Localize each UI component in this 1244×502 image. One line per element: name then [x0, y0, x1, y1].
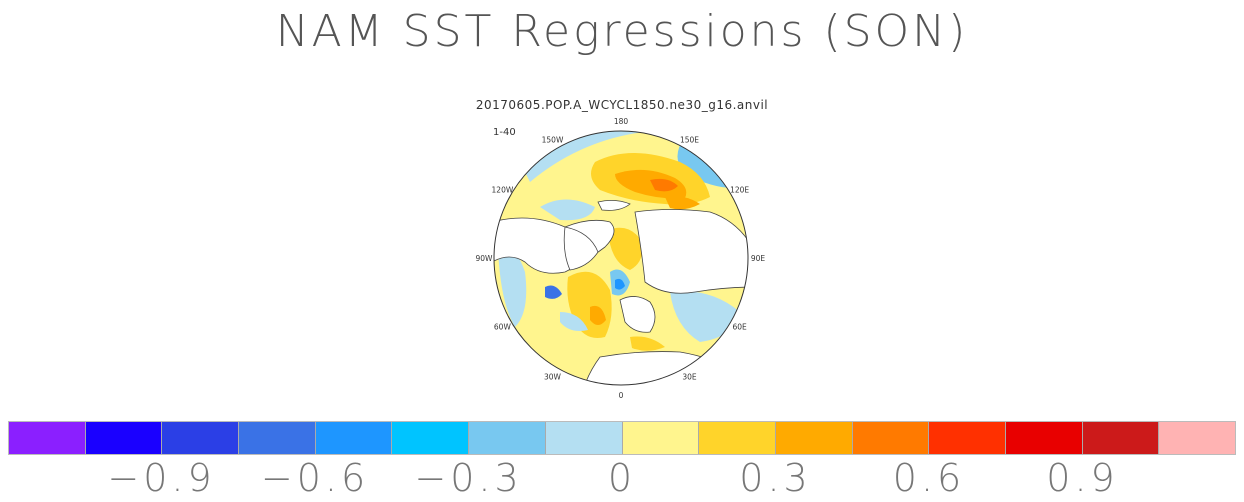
chart-title: NAM SST Regressions (SON)	[275, 6, 969, 57]
colorbar-box-8	[622, 422, 700, 454]
longitude-label: 30E	[682, 373, 697, 382]
field-med-pos	[630, 336, 665, 351]
longitude-label: 60W	[494, 323, 512, 332]
colorbar	[8, 421, 1236, 455]
polar-map: 180 150E 120E 90E 60E 30E 0 30W 60W 90W 120W 150W	[476, 117, 766, 400]
longitude-label: 60E	[732, 323, 747, 332]
colorbar-box-4	[315, 422, 393, 454]
land-greenland	[563, 226, 599, 271]
colorbar-box-12	[929, 422, 1006, 454]
field-labrador-neg	[545, 285, 562, 299]
longitude-label: 120E	[730, 186, 749, 195]
colorbar-box-0	[9, 422, 86, 454]
longitude-label: 150W	[542, 135, 564, 144]
colorbar-tick-label: −0.3	[414, 456, 523, 500]
chart-subtitle: 20170605.POP.A_WCYCL1850.ne30_g16.anvil	[475, 98, 769, 112]
colorbar-box-9	[699, 422, 776, 454]
land-eurasia	[634, 209, 748, 294]
corner-label: 1-40	[493, 127, 516, 138]
field-barents-pos	[608, 227, 643, 270]
colorbar-box-13	[1005, 422, 1083, 454]
colorbar-tick-label: 0.6	[892, 456, 966, 500]
colorbar-box-15	[1159, 422, 1235, 454]
longitude-labels: 180 150E 120E 90E 60E 30E 0 30W 60W 90W 120W 150W	[476, 117, 766, 400]
longitude-label: 120W	[492, 186, 514, 195]
colorbar-box-7	[545, 422, 623, 454]
map-boundary	[493, 130, 749, 386]
field-kamchatka-pos	[665, 196, 700, 210]
land-europe	[619, 296, 656, 333]
colorbar-box-3	[239, 422, 316, 454]
field-norwegian-neg-strong	[615, 278, 625, 290]
colorbar-tick-label: −0.9	[107, 456, 216, 500]
longitude-label: 90E	[751, 254, 766, 263]
colorbar-tick-label: −0.6	[260, 456, 370, 500]
colorbar-box-6	[469, 422, 546, 454]
longitude-label: 150E	[680, 135, 699, 144]
colorbar-box-14	[1082, 422, 1160, 454]
field-black-sea-neg	[670, 291, 740, 342]
land-bering-coast	[597, 200, 631, 211]
field-okhotsk-max	[650, 178, 678, 192]
colorbar-box-10	[775, 422, 853, 454]
field-n-atlantic-pos-strong	[590, 305, 606, 325]
colorbar-box-2	[162, 422, 240, 454]
longitude-label: 30W	[544, 373, 562, 382]
field-okhotsk-pos-strong	[615, 169, 687, 199]
field-alaska-neg	[540, 199, 595, 221]
field-mid-atlantic-neg	[560, 312, 588, 331]
longitude-label: 180	[614, 117, 629, 126]
colorbar-box-11	[852, 422, 930, 454]
sst-field	[494, 131, 748, 385]
land-africa	[579, 351, 741, 385]
longitude-label: 90W	[476, 254, 494, 263]
colorbar-box-1	[85, 422, 163, 454]
colorbar-box-5	[392, 422, 470, 454]
colorbar-tick-label: 0.9	[1046, 456, 1119, 500]
colorbar-tick-label: 0	[607, 456, 637, 500]
longitude-label: 0	[619, 391, 624, 400]
colorbar-tick-label: 0.3	[739, 456, 812, 500]
field-w-atlantic-neg	[498, 246, 527, 327]
